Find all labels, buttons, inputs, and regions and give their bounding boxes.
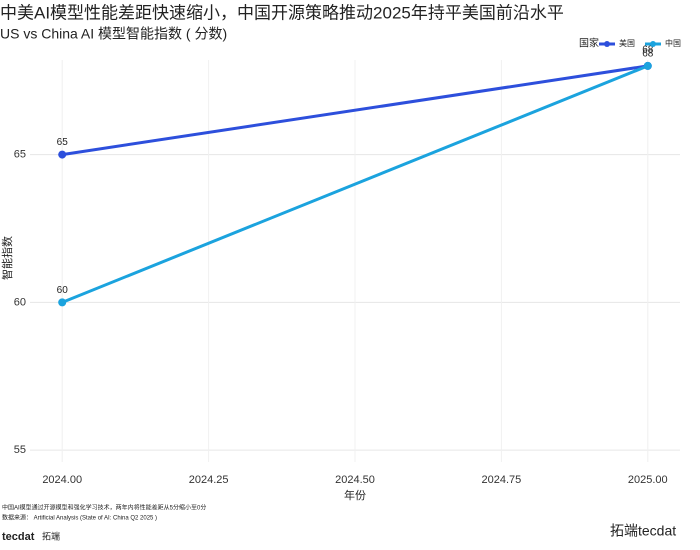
point	[58, 150, 67, 159]
point	[58, 298, 67, 307]
logo: tecdat	[2, 531, 35, 543]
point	[643, 61, 652, 70]
x-tick-label: 2024.25	[189, 474, 229, 486]
logo-cn: 拓端	[42, 530, 60, 541]
series-line	[61, 64, 649, 157]
data-label: 68	[642, 49, 654, 60]
data-label: 65	[57, 137, 69, 148]
y-axis-label: 智能指数	[0, 236, 14, 280]
data-label: 68	[642, 45, 654, 56]
y-tick-label: 55	[14, 444, 26, 456]
x-tick-label: 2024.75	[482, 474, 522, 486]
footer-note: 中国AI模型通过开源模型和强化学习技术，两年内将性能差距从5分缩小至0分	[2, 504, 206, 512]
footer-source: 数据来源： Artificial Analysis (State of AI: …	[2, 514, 157, 522]
x-tick-label: 2025.00	[628, 474, 668, 486]
x-axis-label: 年份	[344, 488, 366, 502]
chart-subtitle: US vs China AI 模型智能指数 ( 分数)	[0, 26, 227, 42]
watermark: 拓端tecdat	[610, 523, 676, 539]
x-tick-label: 2024.50	[335, 474, 375, 486]
series-line	[61, 64, 649, 304]
legend-label: 美国	[619, 38, 635, 48]
data-label: 60	[57, 285, 69, 296]
legend-swatch-dot	[604, 41, 610, 47]
x-tick-label: 2024.00	[42, 474, 82, 486]
legend-label: 中国	[665, 38, 681, 48]
legend-title: 国家	[579, 37, 599, 50]
chart-title: 中美AI模型性能差距快速缩小，中国开源策略推动2025年持平美国前沿水平	[0, 3, 564, 22]
y-tick-label: 65	[14, 148, 26, 160]
y-tick-label: 60	[14, 296, 26, 308]
legend-swatch-dot	[650, 41, 656, 47]
